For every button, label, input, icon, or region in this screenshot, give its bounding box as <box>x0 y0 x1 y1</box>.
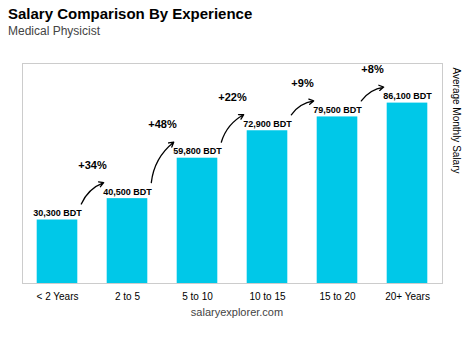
svg-text:+8%: +8% <box>361 63 384 75</box>
svg-text:2 to 5: 2 to 5 <box>115 291 140 302</box>
svg-text:+9%: +9% <box>291 77 314 89</box>
svg-text:< 2 Years: < 2 Years <box>37 291 79 302</box>
svg-text:59,800 BDT: 59,800 BDT <box>173 146 222 156</box>
svg-text:72,900 BDT: 72,900 BDT <box>243 119 292 129</box>
svg-text:30,300 BDT: 30,300 BDT <box>33 208 82 218</box>
html-text:Medical Physicist: Medical Physicist <box>8 24 100 38</box>
svg-text:5 to 10: 5 to 10 <box>182 291 213 302</box>
svg-text:+34%: +34% <box>78 159 107 171</box>
svg-text:+48%: +48% <box>148 118 177 130</box>
svg-text:Average Monthly Salary: Average Monthly Salary <box>451 68 462 174</box>
html-text:Salary Comparison By Experienc: Salary Comparison By Experience <box>8 5 253 22</box>
svg-text:+22%: +22% <box>218 91 247 103</box>
svg-text:79,500 BDT: 79,500 BDT <box>313 105 362 115</box>
svg-text:20+ Years: 20+ Years <box>385 291 430 302</box>
svg-text:40,500 BDT: 40,500 BDT <box>103 187 152 197</box>
html-text:salaryexplorer.com: salaryexplorer.com <box>190 306 284 318</box>
svg-text:10 to 15: 10 to 15 <box>249 291 286 302</box>
svg-text:15 to 20: 15 to 20 <box>319 291 356 302</box>
svg-text:86,100 BDT: 86,100 BDT <box>383 91 432 101</box>
